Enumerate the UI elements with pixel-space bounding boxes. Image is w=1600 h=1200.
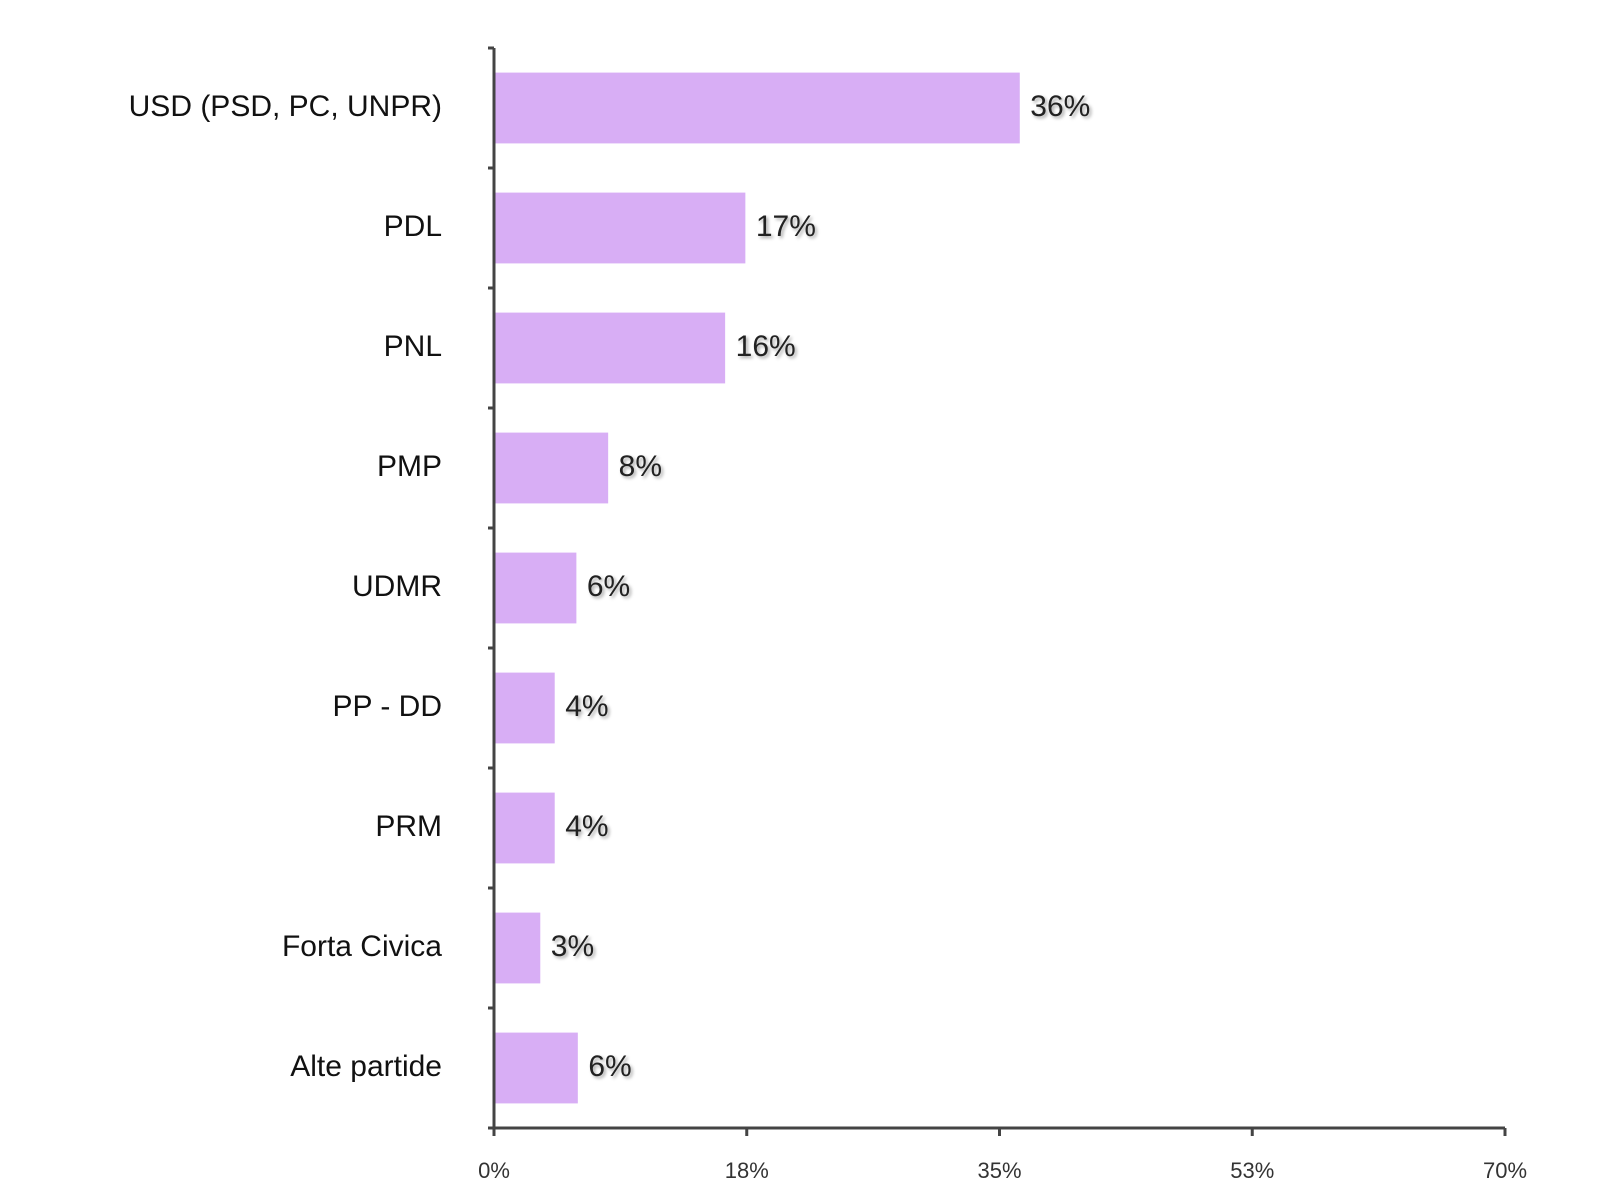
x-tick-label: 35% — [977, 1158, 1021, 1183]
x-tick-label: 18% — [725, 1158, 769, 1183]
bar — [495, 792, 555, 864]
value-label: 16% — [736, 330, 796, 363]
value-label: 3% — [551, 930, 594, 963]
bar — [495, 192, 746, 264]
bar — [495, 912, 541, 984]
value-label: 6% — [588, 1050, 631, 1083]
value-label: 6% — [587, 570, 630, 603]
value-label: 36% — [1030, 90, 1090, 123]
x-tick-label: 70% — [1483, 1158, 1527, 1183]
bar — [495, 432, 609, 504]
x-tick-label: 0% — [478, 1158, 510, 1183]
value-label: 17% — [756, 210, 816, 243]
bar — [495, 672, 555, 744]
y-tick-label: PDL — [384, 210, 442, 243]
bar — [495, 1032, 578, 1104]
y-tick-label: USD (PSD, PC, UNPR) — [129, 90, 442, 123]
bar — [495, 552, 577, 624]
value-label: 4% — [565, 690, 608, 723]
value-label: 4% — [565, 810, 608, 843]
y-tick-label: PMP — [377, 450, 442, 483]
y-tick-label: PRM — [375, 810, 442, 843]
x-tick-label: 53% — [1230, 1158, 1274, 1183]
y-tick-label: UDMR — [352, 570, 442, 603]
y-tick-label: Alte partide — [290, 1050, 442, 1083]
y-tick-label: Forta Civica — [282, 930, 442, 963]
y-tick-label: PNL — [384, 330, 442, 363]
bar — [495, 312, 726, 384]
value-label: 8% — [619, 450, 662, 483]
y-tick-label: PP - DD — [333, 690, 442, 723]
bar — [495, 72, 1020, 144]
